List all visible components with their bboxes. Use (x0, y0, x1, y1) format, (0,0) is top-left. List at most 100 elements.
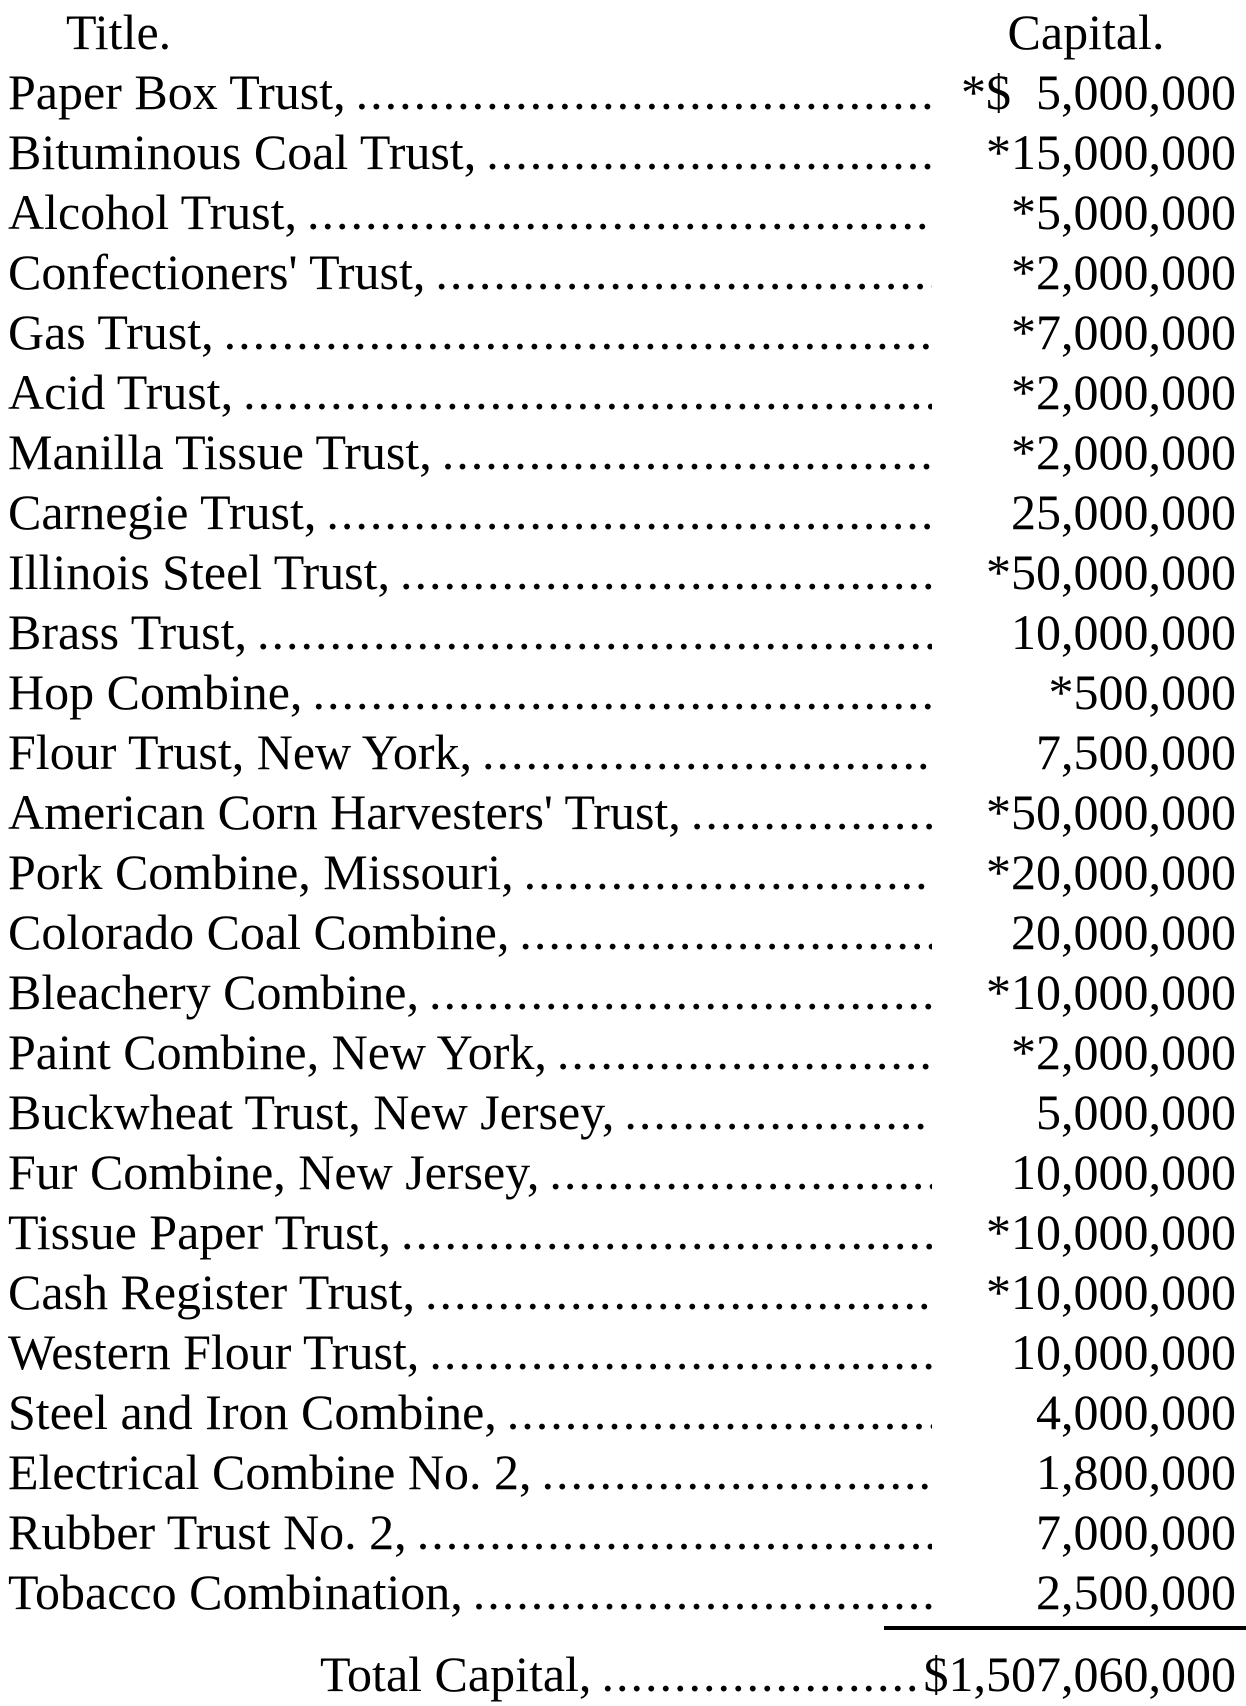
dot-leader: ........................................… (523, 844, 932, 900)
trust-title: Paint Combine, New York, (8, 1024, 547, 1080)
dot-leader: ........................................… (416, 1504, 932, 1560)
trust-row: Illinois Steel Trust, ..................… (8, 542, 1236, 602)
dot-leader: ........................................… (400, 544, 932, 600)
trust-capital: 7,000,000 (1036, 1504, 1236, 1560)
trust-title: Electrical Combine No. 2, (8, 1444, 532, 1500)
trust-title: Colorado Coal Combine, (8, 904, 510, 960)
dot-leader: ........................................… (506, 1384, 932, 1440)
trust-capital: 10,000,000 (1011, 604, 1236, 660)
trust-title: Bituminous Coal Trust, (8, 124, 477, 180)
dot-leader: ........................................… (401, 1204, 932, 1260)
dot-leader: ........................................… (472, 1564, 932, 1620)
trust-row: Colorado Coal Combine, .................… (8, 902, 1236, 962)
trust-capital: *2,000,000 (1011, 1024, 1236, 1080)
trust-capital: 25,000,000 (1011, 484, 1236, 540)
dot-leader: ........................................… (541, 1444, 932, 1500)
trust-title: Rubber Trust No. 2, (8, 1504, 407, 1560)
trust-capital: *20,000,000 (986, 844, 1236, 900)
trust-capital: 4,000,000 (1036, 1384, 1236, 1440)
trust-capital: *10,000,000 (986, 964, 1236, 1020)
trust-capital: *5,000,000 (1011, 184, 1236, 240)
trust-title: Buckwheat Trust, New Jersey, (8, 1084, 615, 1140)
trust-title: Acid Trust, (8, 364, 234, 420)
total-row: Total Capital, .........................… (8, 1644, 1236, 1704)
title-column-header: Title. (66, 4, 172, 60)
dot-leader: ........................................… (326, 484, 932, 540)
trust-row: Brass Trust, ...........................… (8, 602, 1236, 662)
trust-title: Paper Box Trust, (8, 64, 346, 120)
trust-row: Manilla Tissue Trust, ..................… (8, 422, 1236, 482)
trust-row: Gas Trust, .............................… (8, 302, 1236, 362)
trust-title: American Corn Harvesters' Trust, (8, 784, 681, 840)
trust-row: Carnegie Trust, ........................… (8, 482, 1236, 542)
trust-row: Confectioners' Trust, ..................… (8, 242, 1236, 302)
trust-capital: 20,000,000 (1011, 904, 1236, 960)
dot-leader: ........................................… (355, 64, 932, 120)
dot-leader: ........................................… (425, 1264, 932, 1320)
total-label: Total Capital, (320, 1646, 592, 1702)
trust-title: Alcohol Trust, (8, 184, 297, 240)
trust-row: Tissue Paper Trust, ....................… (8, 1202, 1236, 1262)
dot-leader: ........................................… (690, 784, 932, 840)
trust-row: Flour Trust, New York, .................… (8, 722, 1236, 782)
trust-capital: *2,000,000 (1011, 424, 1236, 480)
trust-capital: *10,000,000 (986, 1204, 1236, 1260)
dot-leader: ........................................… (223, 304, 932, 360)
trust-title: Cash Register Trust, (8, 1264, 416, 1320)
trust-capital: *2,000,000 (1011, 244, 1236, 300)
trust-title: Brass Trust, (8, 604, 247, 660)
dot-leader: ........................................… (624, 1084, 932, 1140)
dot-leader: ........................................… (429, 1324, 932, 1380)
trust-title: Steel and Iron Combine, (8, 1384, 497, 1440)
dot-leader: ........................................… (556, 1024, 932, 1080)
trust-title: Flour Trust, New York, (8, 724, 473, 780)
trust-row: Bituminous Coal Trust, .................… (8, 122, 1236, 182)
dot-leader: ........................................… (482, 724, 932, 780)
dot-leader: ........................................… (519, 904, 932, 960)
trust-row: Paper Box Trust, .......................… (8, 62, 1236, 122)
trust-capital: 10,000,000 (1011, 1144, 1236, 1200)
trust-title: Gas Trust, (8, 304, 214, 360)
trust-row: Tobacco Combination, ...................… (8, 1562, 1236, 1622)
dot-leader: ........................................… (435, 244, 932, 300)
trust-capital: 7,500,000 (1036, 724, 1236, 780)
trust-title: Tobacco Combination, (8, 1564, 463, 1620)
trust-capital: *10,000,000 (986, 1264, 1236, 1320)
trust-title: Tissue Paper Trust, (8, 1204, 392, 1260)
sum-rule (884, 1626, 1246, 1630)
trust-capital: *500,000 (1048, 664, 1237, 720)
trust-row: American Corn Harvesters' Trust, .......… (8, 782, 1236, 842)
trust-capital: *50,000,000 (986, 544, 1236, 600)
trust-row: Acid Trust, ............................… (8, 362, 1236, 422)
dot-leader: ........................................… (243, 364, 932, 420)
trust-capital: 5,000,000 (1036, 1084, 1236, 1140)
trust-title: Bleachery Combine, (8, 964, 419, 1020)
capital-column-header: Capital. (1007, 4, 1165, 60)
trust-row: Fur Combine, New Jersey, ...............… (8, 1142, 1236, 1202)
trust-capital: 1,800,000 (1036, 1444, 1236, 1500)
trust-row: Pork Combine, Missouri, ................… (8, 842, 1236, 902)
trust-row: Rubber Trust No. 2, ....................… (8, 1502, 1236, 1562)
trust-capital: *$ 5,000,000 (961, 64, 1236, 120)
total-amount: $1,507,060,000 (923, 1646, 1237, 1702)
dot-leader: ........................................… (312, 664, 932, 720)
dot-leader: ........................................… (306, 184, 932, 240)
trust-table: Paper Box Trust, .......................… (8, 62, 1236, 1622)
trust-title: Western Flour Trust, (8, 1324, 420, 1380)
trust-capital: *15,000,000 (986, 124, 1236, 180)
table-header-row: Title. Capital. (8, 2, 1236, 62)
trust-row: Bleachery Combine, .....................… (8, 962, 1236, 1022)
trust-capital: 2,500,000 (1036, 1564, 1236, 1620)
trust-row: Alcohol Trust, .........................… (8, 182, 1236, 242)
trust-row: Hop Combine, ...........................… (8, 662, 1236, 722)
trust-row: Electrical Combine No. 2, ..............… (8, 1442, 1236, 1502)
trust-row: Paint Combine, New York, ...............… (8, 1022, 1236, 1082)
total-dot-leader: ........................................… (601, 1646, 920, 1702)
trust-title: Pork Combine, Missouri, (8, 844, 514, 900)
trust-row: Buckwheat Trust, New Jersey, ...........… (8, 1082, 1236, 1142)
trust-capital: *50,000,000 (986, 784, 1236, 840)
trust-capital: 10,000,000 (1011, 1324, 1236, 1380)
trust-title: Illinois Steel Trust, (8, 544, 391, 600)
trust-title: Carnegie Trust, (8, 484, 317, 540)
